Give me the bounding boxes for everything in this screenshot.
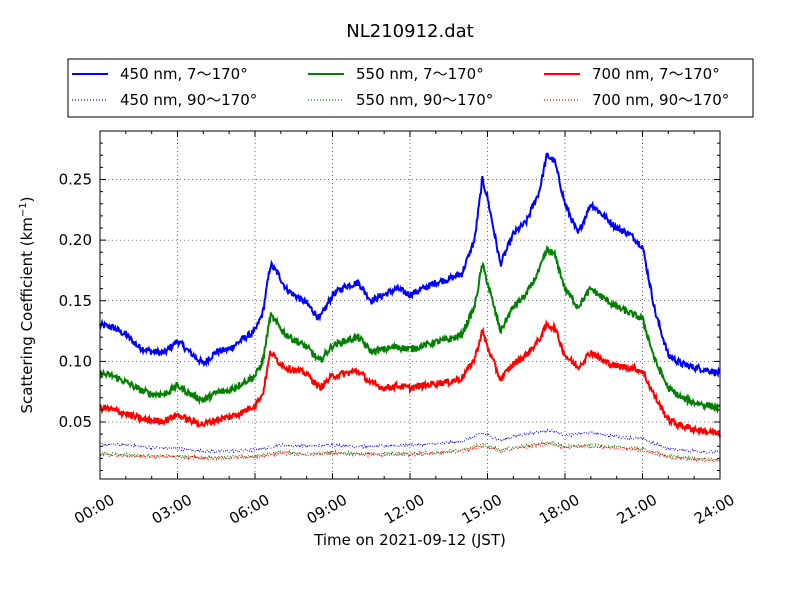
x-tick-label: 09:00 — [304, 491, 350, 528]
series-line-0 — [99, 152, 721, 378]
y-tick-label: 0.15 — [59, 292, 92, 310]
legend-label: 700 nm, 90～170° — [592, 91, 729, 109]
y-tick-label: 0.10 — [59, 352, 92, 370]
x-tick-label: 21:00 — [614, 491, 660, 528]
x-axis-label: Time on 2021-09-12 (JST) — [313, 531, 506, 549]
series-line-4 — [99, 319, 721, 438]
y-axis-label: Scattering Coefficient (km−1) — [18, 196, 36, 413]
series-layer — [99, 152, 721, 463]
x-tick-label: 03:00 — [149, 491, 195, 528]
grid — [100, 131, 720, 479]
legend-label: 450 nm, 90～170° — [120, 91, 257, 109]
legend-label: 550 nm, 90～170° — [356, 91, 493, 109]
y-tick-label: 0.25 — [59, 171, 92, 189]
legend-label: 450 nm, 7～170° — [120, 65, 248, 83]
y-axis-label-superscript: −1 — [18, 202, 29, 217]
legend-label: 550 nm, 7～170° — [356, 65, 484, 83]
x-tick-label: 12:00 — [381, 491, 427, 528]
y-axis-label-main: Scattering Coefficient (km — [18, 217, 36, 413]
y-tick-label: 0.05 — [59, 413, 92, 431]
series-line-1 — [99, 428, 721, 455]
x-tick-label: 24:00 — [691, 491, 737, 528]
legend-box — [67, 58, 754, 118]
x-tick-label: 15:00 — [459, 491, 505, 528]
series-line-2 — [99, 245, 721, 414]
x-tick-label: 00:00 — [71, 491, 117, 528]
series-line-3 — [99, 440, 721, 462]
x-tick-label: 18:00 — [536, 491, 582, 528]
y-tick-labels: 0.05 0.10 0.15 0.20 0.25 — [59, 171, 92, 432]
chart-title: NL210912.dat — [346, 21, 473, 42]
series-line-5 — [99, 441, 721, 463]
legend: 450 nm, 7～170° 450 nm, 90～170° 550 nm, 7～1… — [67, 58, 754, 118]
legend-label: 700 nm, 7～170° — [592, 65, 720, 83]
plot-frame — [99, 130, 721, 480]
y-axis-label-close: ) — [18, 196, 36, 202]
x-tick-labels: 00:00 03:00 06:00 09:00 12:00 15:00 18:00 21:00… — [71, 491, 737, 528]
x-tick-label: 06:00 — [226, 491, 272, 528]
y-tick-label: 0.20 — [59, 231, 92, 249]
plot-area — [99, 130, 721, 480]
